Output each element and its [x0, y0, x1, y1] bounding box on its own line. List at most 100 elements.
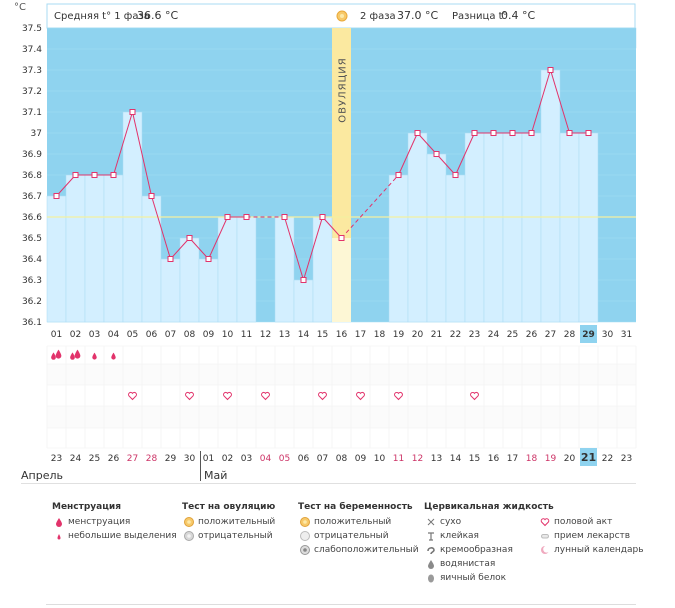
creamy-icon [427, 547, 435, 555]
legend-other: половой акт прием лекарств лунный календ… [538, 502, 644, 557]
y-tick-label: 37.1 [22, 108, 42, 118]
legend-item: отрицательный [298, 529, 419, 543]
heart-icon [356, 391, 365, 401]
bar-day-28 [559, 132, 580, 323]
positive-test-icon [300, 517, 310, 527]
data-point-day-16 [338, 235, 345, 241]
legend-item: лунный календарь [538, 543, 644, 557]
phase2-value: 37.0 °С [397, 9, 438, 22]
bar-day-21 [426, 153, 447, 323]
moon-icon [541, 545, 550, 554]
data-point-day-4 [110, 172, 117, 178]
date-label: 16 [488, 454, 500, 464]
drop-icon [70, 352, 75, 360]
x-day-label: 10 [222, 330, 234, 340]
x-day-label: 29 [582, 330, 595, 340]
legend-item: отрицательный [182, 529, 275, 543]
x-day-label: 16 [336, 330, 348, 340]
date-label: 29 [165, 454, 177, 464]
x-day-label: 21 [431, 330, 442, 340]
weak-positive-test-icon [300, 545, 310, 555]
data-point-day-26 [528, 130, 535, 136]
x-day-label: 04 [108, 330, 120, 340]
pill-icon [541, 534, 549, 539]
legend-ovulation-test: Тест на овуляцию положительный отрицател… [182, 502, 275, 543]
series-line-segment [550, 69, 570, 134]
date-label: 25 [89, 454, 100, 464]
heart-icon [223, 391, 232, 401]
data-point-day-9 [205, 256, 212, 262]
data-point-day-24 [490, 130, 497, 136]
data-point-day-29 [585, 130, 592, 136]
egg-white-icon [428, 574, 434, 583]
bar-day-2 [65, 174, 86, 323]
data-point-day-8 [186, 235, 193, 241]
bar-day-4 [103, 174, 124, 323]
watery-icon [428, 560, 434, 569]
dry-icon [427, 518, 435, 526]
bar-day-9 [198, 258, 219, 323]
heart-icon [185, 391, 194, 401]
marker-row [47, 428, 636, 448]
x-day-label: 13 [279, 330, 290, 340]
bar-day-22 [445, 174, 466, 323]
x-day-label: 02 [70, 330, 81, 340]
date-label: 04 [260, 454, 272, 464]
data-point-day-10 [224, 214, 231, 220]
x-day-label: 23 [469, 330, 480, 340]
drop-small-icon [57, 534, 61, 540]
bar-day-1 [46, 195, 67, 323]
bar-day-19 [388, 174, 409, 323]
data-point-day-3 [91, 172, 98, 178]
y-tick-label: 36.6 [22, 213, 42, 223]
data-point-day-15 [319, 214, 326, 220]
legend-title: Менструация [52, 502, 121, 512]
bar-day-20 [407, 132, 428, 323]
data-point-day-25 [509, 130, 516, 136]
legend-item: яичный белок [424, 571, 554, 585]
plot-area: ОВУЛЯЦИЯ [46, 27, 636, 323]
y-tick-label: 36.5 [22, 234, 42, 244]
data-point-day-13 [281, 214, 288, 220]
date-label: 21 [581, 451, 596, 464]
bar-day-16 [332, 238, 351, 322]
x-day-label: 19 [393, 330, 405, 340]
data-point-day-19 [395, 172, 402, 178]
heart-icon [318, 391, 327, 401]
x-axis-days: 01 02 03 04 05 06 07 08 09 10 11 12 13 14 15 16 17 18 19 20… [51, 325, 632, 343]
date-label: 02 [222, 454, 233, 464]
y-tick-label: 36.2 [22, 297, 42, 307]
drop-large-icon [56, 518, 62, 527]
date-label: 23 [51, 454, 62, 464]
series-line-segment [151, 195, 171, 260]
legend-menstruation: Менструация менструация небольшие выделе… [52, 502, 177, 543]
legend-title: Тест на беременность [298, 502, 413, 512]
diff-label: Разница t° [452, 11, 508, 22]
bbt-chart: °С Средняя t° 1 фаза 36.6 °С 2 фаза 37.0… [14, 2, 637, 466]
negative-test-icon [184, 531, 194, 541]
drop-icon [51, 352, 56, 360]
legend-title: Тест на овуляцию [182, 502, 276, 512]
date-label: 22 [602, 454, 613, 464]
positive-test-icon [184, 517, 194, 527]
legend-item: клейкая [424, 529, 554, 543]
x-day-label: 03 [89, 330, 100, 340]
drop-icon [74, 349, 81, 359]
x-day-label: 15 [317, 330, 328, 340]
bar-day-6 [141, 195, 162, 323]
legend-item: сухо [424, 515, 554, 529]
diff-value: 0.4 °С [501, 9, 535, 22]
date-label: 12 [412, 454, 423, 464]
date-label: 20 [564, 454, 576, 464]
date-label: 23 [621, 454, 632, 464]
date-label: 24 [70, 454, 82, 464]
date-row: 23 24 25 26 27 28 29 30 01 02 03 04 05 06 07 08 09 10 11 12… [51, 448, 632, 466]
month-line [21, 483, 636, 484]
legend-item: небольшие выделения [52, 529, 177, 543]
marker-row [47, 385, 636, 406]
heart-icon [540, 518, 550, 527]
bar-day-27 [540, 69, 561, 323]
series-line-segment [455, 132, 475, 176]
data-point-day-27 [547, 67, 554, 73]
x-day-label: 05 [127, 330, 138, 340]
